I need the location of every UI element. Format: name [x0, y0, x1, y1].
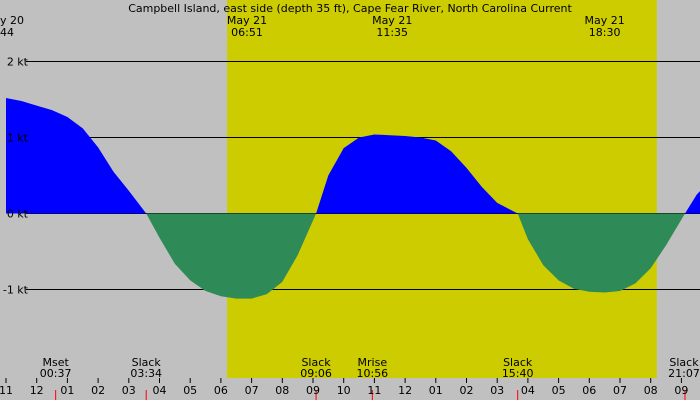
- event-labels: Mset00:37Slack03:34Slack09:06Mrise10:56S…: [40, 356, 700, 400]
- top-label-date: May 21: [227, 14, 267, 27]
- x-tick-label: 06: [214, 384, 228, 397]
- event-time: 10:56: [356, 367, 388, 380]
- event-name: Slack: [669, 356, 699, 369]
- x-tick-label: 07: [613, 384, 627, 397]
- x-tick-label: 10: [337, 384, 351, 397]
- x-tick-label: 01: [429, 384, 443, 397]
- x-tick-label: 01: [60, 384, 74, 397]
- x-tick-label: 05: [183, 384, 197, 397]
- top-label-date: May 21: [372, 14, 412, 27]
- x-tick-label: 03: [122, 384, 136, 397]
- x-tick-label: 11: [367, 384, 381, 397]
- event-name: Mset: [42, 356, 69, 369]
- x-tick-label: 09: [306, 384, 320, 397]
- flood-area: [6, 98, 700, 214]
- top-label-time: 44: [0, 26, 14, 39]
- x-tick-label: 06: [582, 384, 596, 397]
- x-tick-label: 09: [674, 384, 688, 397]
- y-tick-label: 1 kt: [7, 132, 29, 145]
- current-area: [6, 98, 700, 299]
- x-tick-label: 08: [275, 384, 289, 397]
- ebb-area: [6, 213, 700, 299]
- top-label-time: 11:35: [376, 26, 408, 39]
- top-label-date: y 20: [0, 14, 24, 27]
- event-time: 09:06: [300, 367, 332, 380]
- event-name: Slack: [132, 356, 162, 369]
- x-tick-label: 04: [153, 384, 167, 397]
- x-tick-label: 08: [644, 384, 658, 397]
- y-tick-label: 2 kt: [7, 56, 29, 69]
- event-time: 00:37: [40, 367, 72, 380]
- y-tick-labels: 2 kt 1 kt 0 kt -1 kt: [3, 56, 29, 297]
- top-label-time: 18:30: [589, 26, 621, 39]
- x-tick-label: 03: [490, 384, 504, 397]
- y-tick-label: 0 kt: [7, 208, 29, 221]
- x-tick-label: 02: [91, 384, 105, 397]
- event-name: Mrise: [358, 356, 388, 369]
- x-tick-label: 07: [245, 384, 259, 397]
- event-time: 15:40: [502, 367, 534, 380]
- x-tick-label: 05: [552, 384, 566, 397]
- x-tick-label: 12: [398, 384, 412, 397]
- x-tick-label: 11: [0, 384, 13, 397]
- x-tick-label: 04: [521, 384, 535, 397]
- x-tick-label: 12: [30, 384, 44, 397]
- event-time: 21:07: [668, 367, 700, 380]
- event-time: 03:34: [130, 367, 162, 380]
- event-name: Slack: [503, 356, 533, 369]
- y-tick-label: -1 kt: [3, 284, 29, 297]
- top-label-time: 06:51: [231, 26, 263, 39]
- x-hour-ticks: 11 12 01 02 03 04 05 06 07 08 09 10 11 12 01 02 03 04 05 06…: [0, 378, 688, 397]
- x-tick-label: 02: [460, 384, 474, 397]
- top-label-date: May 21: [585, 14, 625, 27]
- event-name: Slack: [301, 356, 331, 369]
- chart-title: Campbell Island, east side (depth 35 ft)…: [128, 2, 572, 15]
